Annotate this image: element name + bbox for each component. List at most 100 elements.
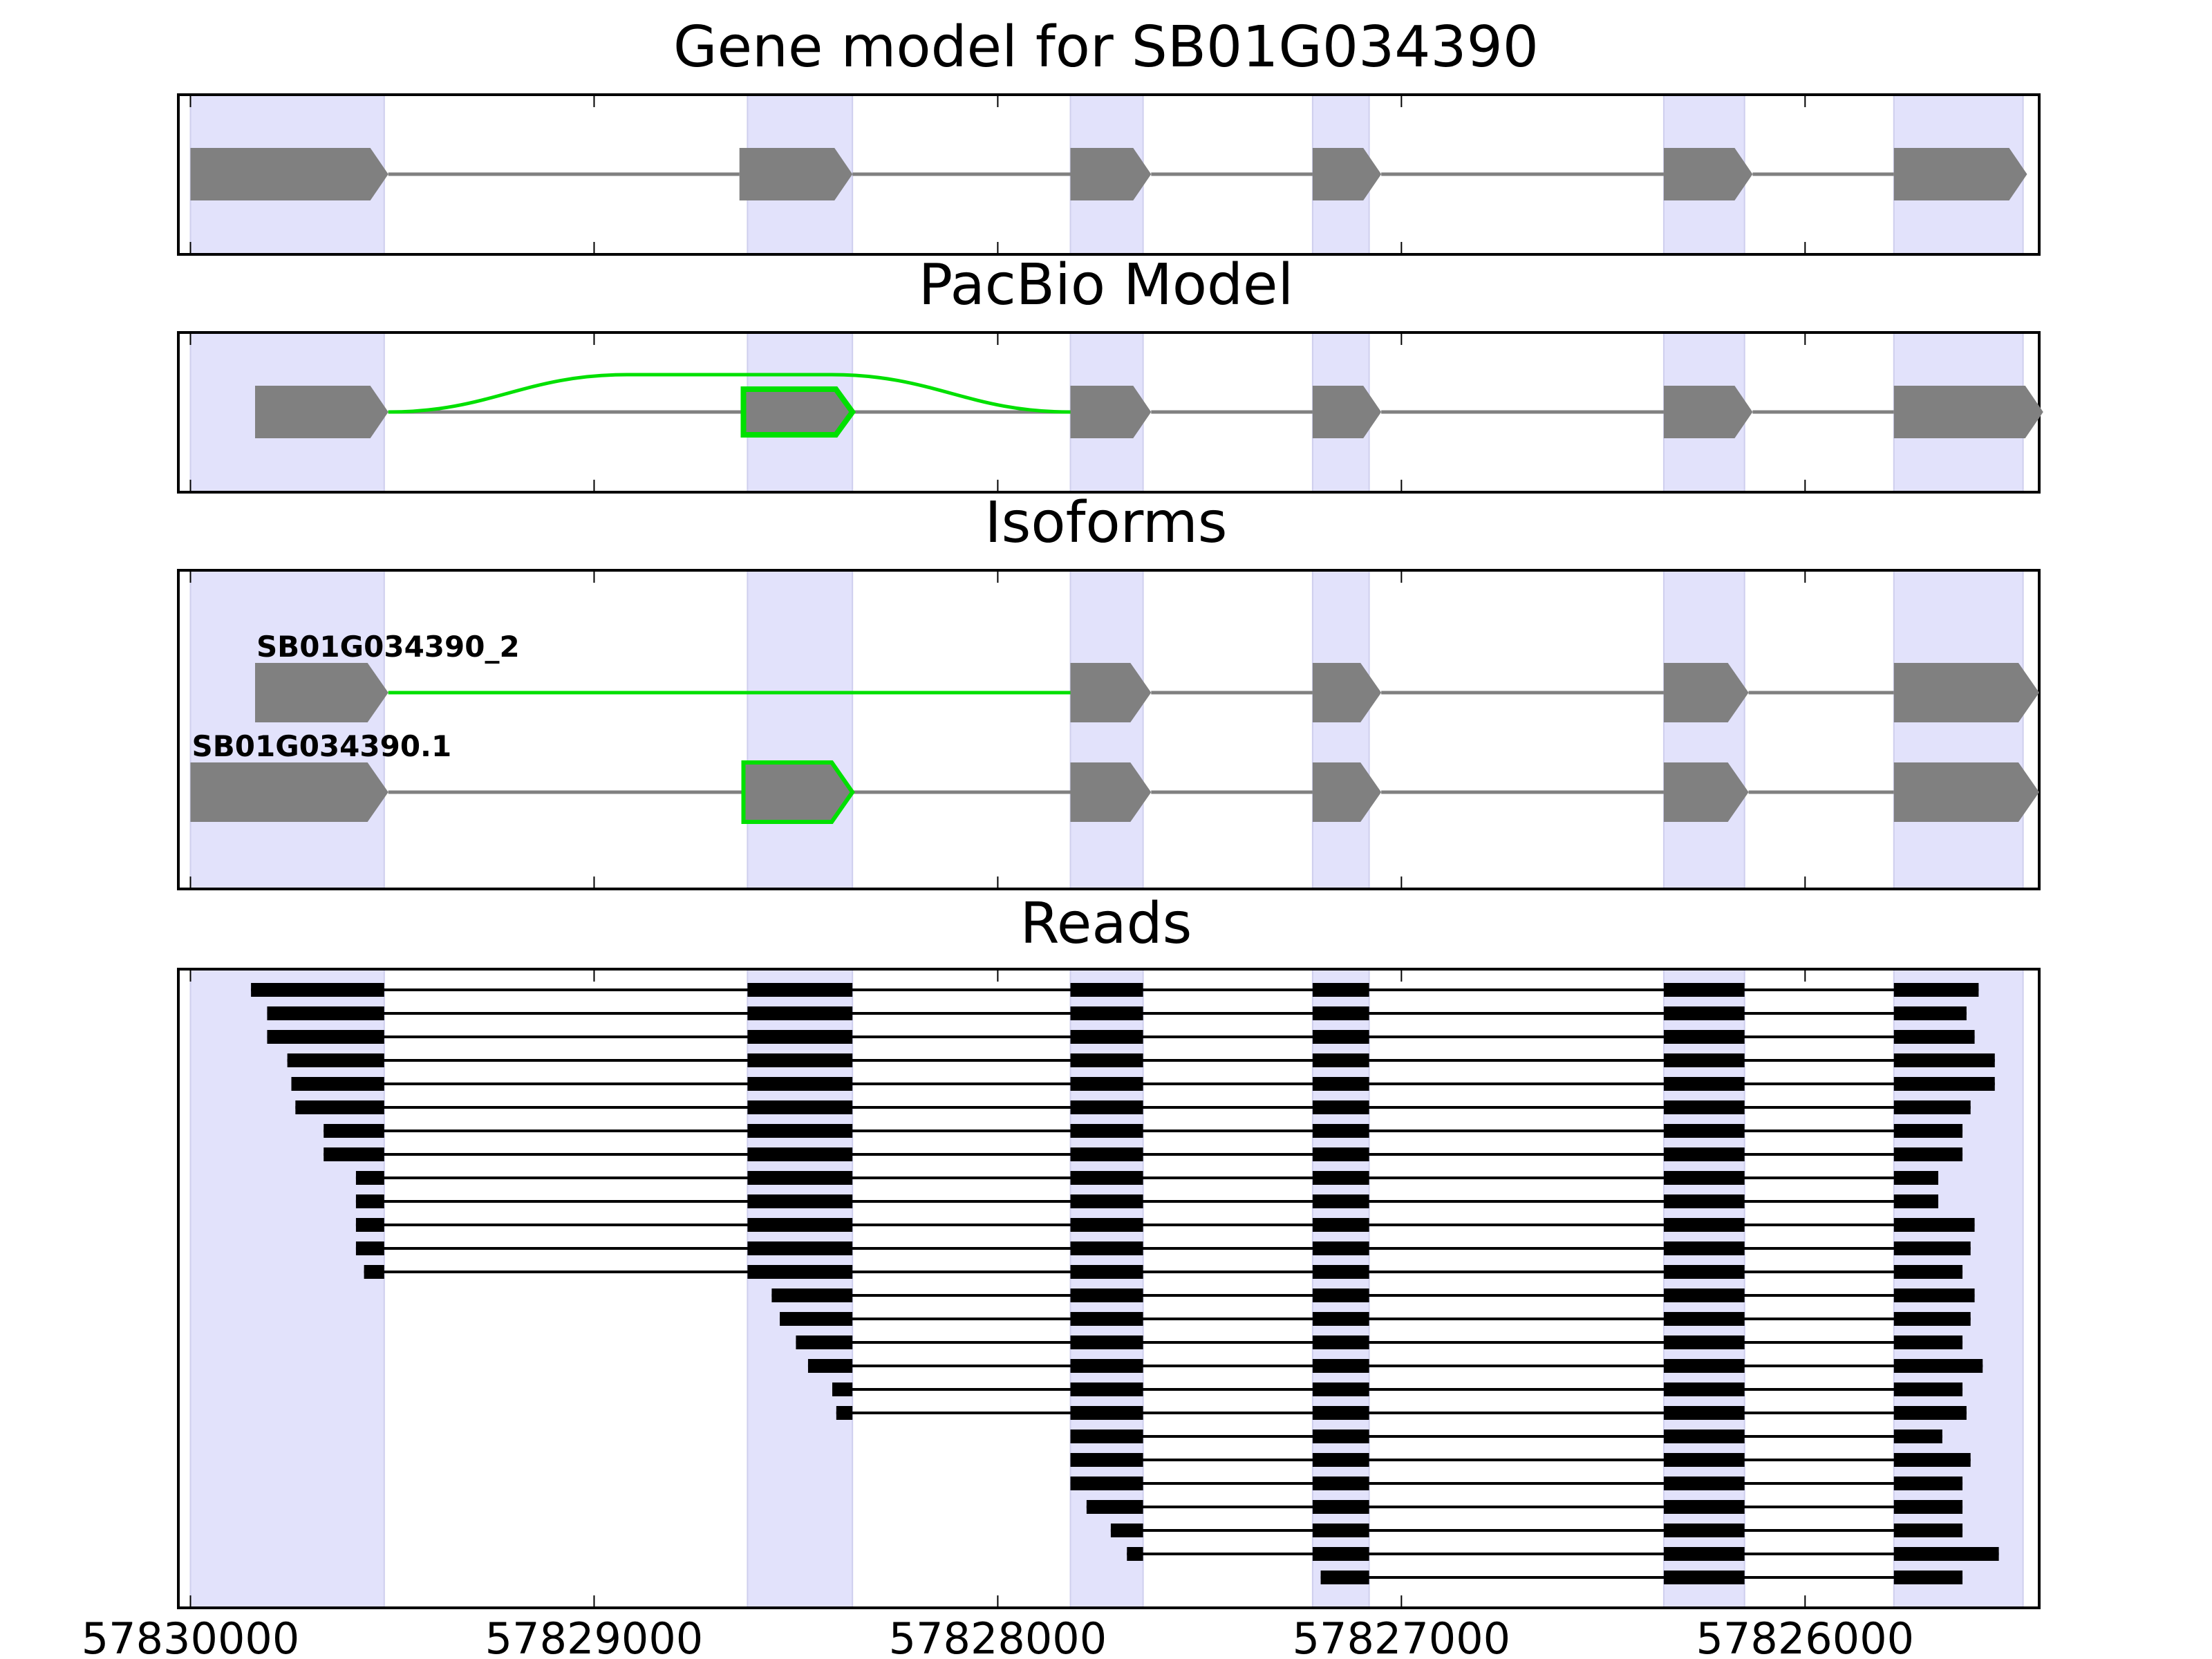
read-block xyxy=(1893,1053,1995,1067)
read-block xyxy=(1893,1524,1963,1537)
read-block xyxy=(1312,1147,1369,1161)
x-axis: 57830000 57829000 57828000 57827000 57826000 xyxy=(82,1613,1914,1659)
read-block xyxy=(1070,1194,1143,1208)
read-block xyxy=(1312,1194,1369,1208)
read-block xyxy=(747,1147,853,1161)
read-block xyxy=(267,1006,384,1020)
read-block xyxy=(1312,1006,1369,1020)
isoforms-panel: Isoforms SB01G034390_2 SB01G034390.1 xyxy=(177,490,2041,890)
read-block xyxy=(287,1053,384,1067)
alternative-exon xyxy=(740,386,856,438)
read-block xyxy=(1312,1406,1369,1420)
read-block xyxy=(1070,1382,1143,1396)
read-block xyxy=(747,1265,853,1279)
gene-model-title: Gene model for SB01G034390 xyxy=(673,15,1539,80)
read-block xyxy=(1663,1124,1745,1138)
isoform-exon xyxy=(1663,663,1749,722)
read-block xyxy=(1312,1382,1369,1396)
gene-exon xyxy=(1312,148,1382,200)
read-block xyxy=(1070,1218,1143,1232)
read-block xyxy=(1663,983,1745,997)
read-block xyxy=(1893,1147,1963,1161)
read-block xyxy=(1893,1171,1939,1185)
read-block xyxy=(1893,1265,1963,1279)
gene-exon xyxy=(739,148,853,200)
read-block xyxy=(1312,1030,1369,1044)
panel-frame xyxy=(177,569,2041,890)
isoform-exon xyxy=(1663,762,1749,822)
read-block xyxy=(1312,1077,1369,1091)
read-block xyxy=(1312,1335,1369,1349)
read-block xyxy=(1312,1124,1369,1138)
read-block xyxy=(747,1100,853,1114)
read-block xyxy=(1663,1453,1745,1467)
read-block xyxy=(1663,1194,1745,1208)
read-block xyxy=(807,1359,853,1373)
read-block xyxy=(1070,1171,1143,1185)
read-block xyxy=(1070,1312,1143,1326)
reads-panel: Reads xyxy=(177,891,2041,1609)
read-block xyxy=(1312,1500,1369,1514)
read-block xyxy=(1070,1241,1143,1255)
panel-frame xyxy=(177,968,2041,1609)
exon-region-shade xyxy=(1069,570,1144,890)
isoform-exon xyxy=(1312,762,1382,822)
read-block xyxy=(1663,1077,1745,1091)
read-block xyxy=(1893,1406,1967,1420)
gene-exon xyxy=(1663,148,1753,200)
read-block xyxy=(1663,1335,1745,1349)
pacbio-model-title: PacBio Model xyxy=(919,252,1294,318)
reads-title: Reads xyxy=(1020,891,1192,957)
read-block xyxy=(1312,1053,1369,1067)
read-block xyxy=(324,1124,384,1138)
read-block xyxy=(1312,983,1369,997)
read-block xyxy=(1312,1241,1369,1255)
read-block xyxy=(747,1218,853,1232)
read-block xyxy=(1663,1006,1745,1020)
read-block xyxy=(1312,1430,1369,1443)
read-block xyxy=(1070,1265,1143,1279)
x-tick-label: 57826000 xyxy=(1696,1613,1915,1659)
isoform-exon xyxy=(1070,762,1152,822)
read-block xyxy=(364,1265,384,1279)
read-block xyxy=(1663,1030,1745,1044)
read-block xyxy=(1086,1500,1143,1514)
isoform-exon xyxy=(1893,762,2039,822)
pacbio-exon xyxy=(1312,386,1382,438)
read-block xyxy=(1312,1218,1369,1232)
exon-region-shade xyxy=(189,570,385,890)
exon-region-shade xyxy=(1893,570,2024,890)
read-block xyxy=(1893,1030,1975,1044)
pacbio-exon xyxy=(1663,386,1753,438)
read-block xyxy=(832,1382,853,1396)
read-block xyxy=(1070,1430,1143,1443)
read-block xyxy=(1312,1524,1369,1537)
panel-frame xyxy=(177,93,2041,256)
read-block xyxy=(1663,1500,1745,1514)
read-block xyxy=(747,1030,853,1044)
read-block xyxy=(747,1241,853,1255)
read-block xyxy=(1893,1100,1971,1114)
read-block xyxy=(1070,1335,1143,1349)
read-block xyxy=(1070,1006,1143,1020)
read-block xyxy=(1663,1147,1745,1161)
read-block xyxy=(1070,1453,1143,1467)
read-block xyxy=(1312,1171,1369,1185)
exon-region-shade xyxy=(1662,570,1745,890)
read-block xyxy=(324,1147,384,1161)
read-block xyxy=(1070,1406,1143,1420)
read-block xyxy=(747,1077,853,1091)
read-block xyxy=(1893,983,1979,997)
read-block xyxy=(1893,1453,1971,1467)
gene-exon xyxy=(1070,148,1152,200)
read-block xyxy=(1312,1288,1369,1302)
x-tick-label: 57827000 xyxy=(1293,1613,1511,1659)
read-block xyxy=(355,1218,384,1232)
read-block xyxy=(1893,1218,1975,1232)
x-tick-label: 57828000 xyxy=(889,1613,1107,1659)
read-block xyxy=(1893,1477,1963,1490)
read-block xyxy=(1663,1477,1745,1490)
read-block xyxy=(1893,1359,1983,1373)
pacbio-exon xyxy=(1893,386,2043,438)
